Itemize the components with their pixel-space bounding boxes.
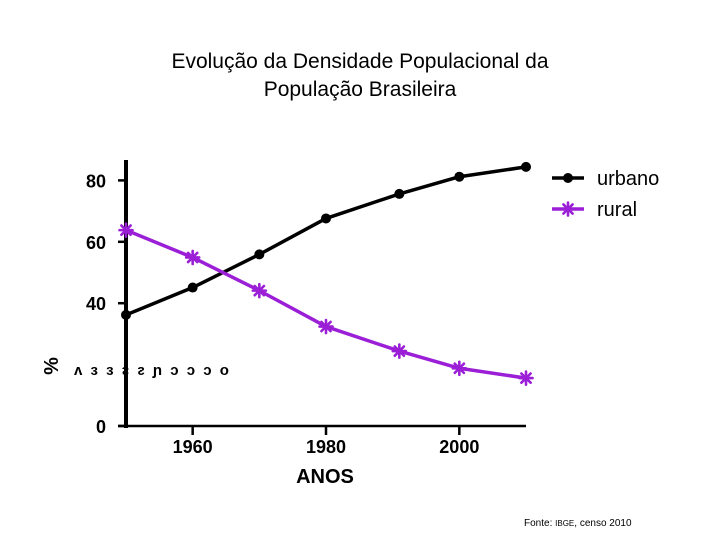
point-urbano-1991: [394, 188, 405, 199]
point-rural-2000: [451, 360, 468, 377]
source-note: Fonte: IBGE, censo 2010: [524, 518, 632, 529]
asterisk-stroke: [186, 251, 199, 264]
point-rural-1950: [118, 222, 134, 238]
chart-series: [118, 161, 534, 386]
legend-marker-urbano: [563, 173, 573, 183]
chart-title-line-1: Evolução da Densidade Populacional da: [171, 50, 549, 73]
series-urbano: [121, 161, 531, 320]
x-tick-label-2000: 2000: [439, 437, 479, 457]
series-line-rural: [125, 228, 527, 380]
x-tick-label-1960: 1960: [173, 437, 213, 457]
asterisk-stroke: [320, 320, 332, 333]
point-urbano-2000: [454, 171, 465, 182]
point-urbano-1980: [321, 213, 331, 224]
y-axis-label-fragment: ᴧ ɜ ɜ ᴤ ᴤ ɲ ɔ ɔ ɔ o: [74, 362, 231, 379]
x-tick-label-1980: 1980: [306, 437, 346, 457]
source-org: IBGE: [555, 519, 575, 528]
point-urbano-2010: [521, 161, 531, 172]
y-tick-label-40: 40: [86, 294, 106, 314]
source-suffix: , censo 2010: [574, 518, 632, 529]
asterisk-stroke: [253, 284, 266, 297]
y-tick-label-80: 80: [86, 171, 106, 191]
point-urbano-1970: [254, 249, 265, 260]
point-rural-1980: [318, 318, 334, 335]
legend-label-urbano: urbano: [597, 168, 659, 190]
legend-marker-rural: [560, 201, 576, 217]
series-rural: [118, 222, 534, 386]
x-axis-label: ANOS: [296, 466, 354, 488]
asterisk-stroke: [562, 203, 574, 215]
legend-item-rural: rural: [552, 199, 637, 221]
asterisk-stroke: [120, 224, 132, 237]
point-urbano-1960: [187, 282, 198, 293]
legend-label-rural: rural: [597, 199, 637, 221]
asterisk-stroke: [520, 372, 532, 385]
y-tick-label-60: 60: [86, 233, 106, 253]
legend-item-urbano: urbano: [552, 168, 659, 190]
y-axis-label: %: [41, 357, 63, 375]
series-line-urbano: [125, 165, 527, 317]
chart-title: Evolução da Densidade Populacional da Po…: [0, 48, 720, 104]
point-rural-1970: [251, 282, 268, 299]
chart-axes: 0 40 60 80 1960 1980 2000 ANOS% ᴧ ɜ ɜ ᴤ ᴤ ɲ ɔ ɔ …: [41, 160, 526, 488]
point-rural-2010: [518, 370, 534, 386]
y-tick-label-0: 0: [96, 417, 106, 437]
source-prefix: Fonte:: [524, 518, 556, 529]
chart-legend: urbano rural: [552, 168, 659, 221]
point-urbano-1950: [121, 309, 131, 320]
chart-title-line-2: População Brasileira: [263, 78, 457, 101]
point-rural-1960: [184, 249, 201, 266]
asterisk-stroke: [393, 345, 406, 357]
point-rural-1991: [391, 343, 408, 359]
asterisk-stroke: [453, 362, 466, 375]
